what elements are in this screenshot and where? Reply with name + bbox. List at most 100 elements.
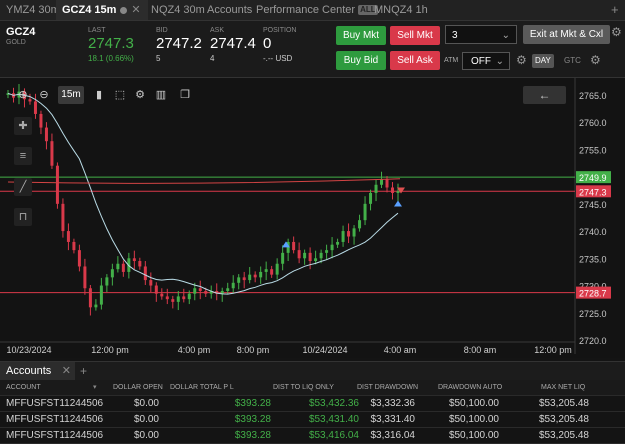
price-line-label: 2728.7 [579, 289, 607, 299]
exit-at-market-button[interactable]: Exit at Mkt & Cxl [523, 25, 610, 44]
candle-body [303, 252, 307, 259]
lock-icon[interactable]: ⊓ [14, 208, 32, 226]
price-tick-label: 2755.0 [579, 145, 607, 155]
close-icon[interactable]: ✕ [61, 365, 71, 377]
column-header[interactable]: ACCOUNT [6, 384, 41, 391]
candle-body [99, 285, 103, 305]
candle-body [39, 113, 43, 128]
selection-icon[interactable]: ⬚ [114, 89, 126, 101]
sort-icon[interactable]: ▾ [93, 384, 97, 391]
candle-body [33, 101, 37, 114]
candle-body [275, 263, 279, 275]
timeframe-button[interactable]: 15m [58, 86, 84, 104]
time-tick-label: 4:00 pm [178, 345, 211, 355]
candle-body [319, 252, 323, 259]
scroll-to-latest-button[interactable]: ← [523, 86, 566, 104]
candle-body [28, 99, 32, 102]
zoom-out-icon[interactable]: ⊖ [39, 89, 49, 101]
candle-body [330, 244, 334, 251]
position-pnl: -.-- USD [263, 54, 293, 63]
draw-line-icon[interactable]: ╱ [14, 178, 32, 196]
time-tick-label: 10/24/2024 [302, 345, 347, 355]
accounts-panel-header: Accounts ✕ + [0, 361, 625, 380]
add-panel-button[interactable]: + [80, 364, 88, 378]
tab-ymz4[interactable]: YMZ4 30m [6, 4, 60, 16]
tab-accounts[interactable]: Accounts [207, 4, 253, 16]
buy-market-button[interactable]: Buy Mkt [336, 26, 386, 45]
tab-performance-center[interactable]: Performance Center ALL [256, 4, 378, 16]
accounts-tab[interactable]: Accounts ✕ [0, 362, 75, 380]
atm-settings-gear-icon[interactable]: ⚙ [516, 53, 527, 67]
candle-body [187, 293, 191, 300]
fill-marker-icon [397, 187, 405, 194]
sell-market-button[interactable]: Sell Mkt [390, 26, 440, 45]
candle-body [308, 252, 312, 262]
candle-body [116, 263, 120, 270]
candle-body [176, 296, 180, 302]
price-axis [575, 78, 625, 358]
column-header[interactable]: DOLLAR OPEN [113, 384, 163, 391]
gtc-toggle[interactable]: GTC [564, 56, 581, 65]
candle-body [209, 290, 213, 294]
price-chart[interactable]: 2765.02760.02755.02750.02745.02740.02735… [0, 78, 625, 358]
candle-body [242, 277, 246, 281]
chevron-down-icon: ⌄ [495, 56, 504, 67]
tab-nqz4[interactable]: NQZ4 30m [151, 4, 205, 16]
candle-body [88, 288, 92, 308]
column-header[interactable]: MAX NET LIQ [541, 384, 586, 391]
candle-body [160, 293, 164, 297]
crosshair-icon[interactable]: ✚ [14, 117, 32, 135]
day-toggle[interactable]: DAY [532, 54, 554, 68]
chart-canvas[interactable]: 2765.02760.02755.02750.02745.02740.02735… [0, 78, 625, 358]
bar-type-icon[interactable]: ▮ [95, 89, 103, 101]
column-header[interactable]: DIST TO LIQ ONLY [273, 384, 334, 391]
table-row[interactable]: MFFUSFST11244506 $0.00 $393.28 $53,432.3… [0, 396, 625, 412]
table-row[interactable]: MFFUSFST11244506 $0.00 $393.28 $53,416.0… [0, 428, 625, 444]
chart-type-icon[interactable]: ▥ [155, 89, 167, 101]
ask-block: ASK 2747.4 4 [210, 27, 256, 63]
candle-body [396, 191, 400, 193]
candle-body [336, 241, 340, 245]
candle-body [314, 258, 318, 262]
bid-size: 5 [156, 54, 161, 63]
add-tab-button[interactable]: + [611, 2, 619, 17]
close-icon[interactable]: ✕ [131, 4, 141, 16]
zoom-in-icon[interactable]: ⊕ [18, 89, 28, 101]
table-header: ACCOUNT ▾ DOLLAR OPEN DOLLAR TOTAL P L D… [0, 380, 625, 396]
candle-body [83, 266, 87, 289]
slow-moving-average-line [7, 178, 401, 184]
buy-bid-button[interactable]: Buy Bid [336, 51, 386, 70]
atm-label: ATM [444, 57, 459, 64]
candle-body [270, 269, 274, 275]
instrument-name: GOLD [6, 39, 26, 46]
candle-body [231, 282, 235, 289]
quote-panel: GCZ4 GOLD LAST 2747.3 18.1 (0.66%) BID 2… [0, 21, 625, 78]
candle-body [347, 231, 351, 237]
tab-gcz4[interactable]: GCZ4 15m ✕ [56, 0, 148, 20]
order-settings-gear-icon[interactable]: ⚙ [590, 53, 601, 67]
chart-settings-icon[interactable]: ⚙ [135, 89, 145, 101]
candle-body [50, 141, 54, 166]
candle-body [182, 296, 186, 300]
quantity-select[interactable]: 3 ⌄ [445, 25, 517, 44]
column-header[interactable]: DOLLAR TOTAL P L [170, 384, 234, 391]
candle-body [77, 250, 81, 267]
atm-select[interactable]: OFF ⌄ [462, 52, 510, 70]
ask-price: 2747.4 [210, 35, 256, 52]
layout-icon[interactable]: ❐ [180, 89, 190, 101]
price-tick-label: 2765.0 [579, 91, 607, 101]
table-row[interactable]: MFFUSFST11244506 $0.00 $393.28 $53,431.4… [0, 412, 625, 428]
tab-mnqz4[interactable]: MNQZ4 1h [374, 4, 428, 16]
candle-body [391, 187, 395, 193]
notes-icon[interactable]: ≡ [14, 147, 32, 165]
sell-ask-button[interactable]: Sell Ask [390, 51, 440, 70]
price-tick-label: 2740.0 [579, 227, 607, 237]
gear-icon[interactable]: ⚙ [611, 25, 622, 39]
candle-body [358, 220, 362, 229]
column-header[interactable]: DIST DRAWDOWN [357, 384, 419, 391]
price-tick-label: 2745.0 [579, 200, 607, 210]
candle-body [352, 228, 356, 237]
bid-block: BID 2747.2 5 [156, 27, 202, 63]
column-header[interactable]: DRAWDOWN AUTO [438, 384, 503, 391]
instrument-symbol[interactable]: GCZ4 [6, 26, 36, 38]
